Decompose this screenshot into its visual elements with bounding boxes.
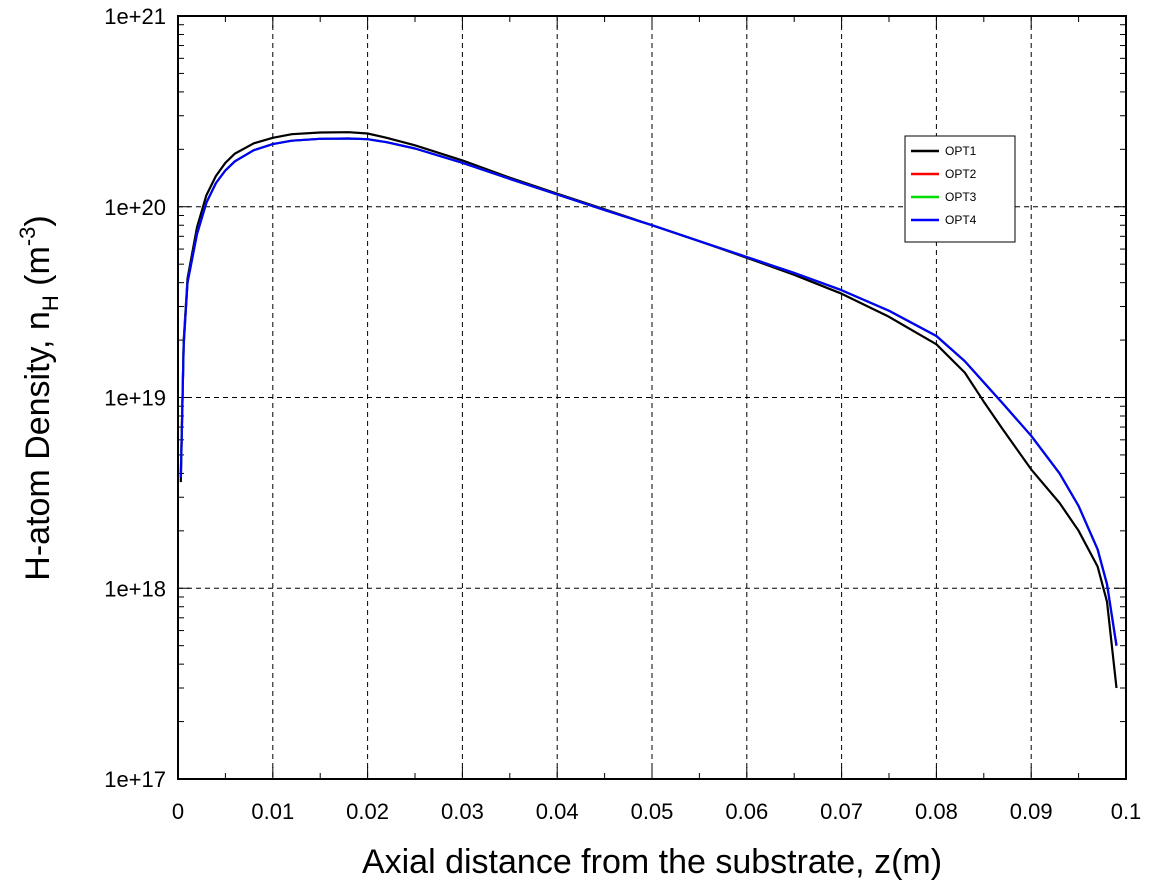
- y-axis-title-exponent: -3: [15, 227, 40, 247]
- y-tick-label: 1e+18: [104, 576, 166, 601]
- x-tick-label: 0.02: [346, 799, 389, 824]
- legend: OPT1 OPT2 OPT3 OPT4: [904, 135, 1016, 243]
- x-tick-label: 0.04: [536, 799, 579, 824]
- y-axis-title-unit-close: ): [19, 215, 57, 226]
- y-tick-label: 1e+20: [104, 195, 166, 220]
- x-tick-label: 0.05: [631, 799, 674, 824]
- x-tick-labels: 0 0.01 0.02 0.03 0.04 0.05 0.06 0.07 0.08 0.09 0.1: [172, 799, 1141, 824]
- legend-label-opt1: OPT1: [945, 144, 977, 158]
- y-axis-title-unit-open: (m: [19, 246, 57, 295]
- legend-label-opt4: OPT4: [945, 213, 977, 227]
- y-tick-labels: 1e+17 1e+18 1e+19 1e+20 1e+21: [104, 4, 166, 792]
- x-tick-label: 0.01: [251, 799, 294, 824]
- series-lines: [179, 131, 1118, 689]
- y-tick-label: 1e+19: [104, 386, 166, 411]
- y-tick-label: 1e+21: [104, 4, 166, 29]
- x-tick-label: 0.09: [1010, 799, 1053, 824]
- legend-label-opt3: OPT3: [945, 190, 977, 204]
- x-tick-label: 0.03: [441, 799, 484, 824]
- legend-box: [904, 135, 1016, 243]
- x-tick-label: 0: [172, 799, 184, 824]
- x-tick-label: 0.08: [915, 799, 958, 824]
- y-axis-title-main: H-atom Density, n: [19, 311, 57, 581]
- legend-label-opt2: OPT2: [945, 167, 977, 181]
- y-axis-title: H-atom Density, nH (m-3): [15, 215, 63, 580]
- y-axis-title-subscript: H: [38, 295, 63, 311]
- x-tick-label: 0.06: [725, 799, 768, 824]
- grid-lines: [178, 16, 1126, 779]
- x-tick-label: 0.07: [820, 799, 863, 824]
- x-axis-title: Axial distance from the substrate, z(m): [362, 843, 942, 881]
- x-tick-label: 0.1: [1111, 799, 1142, 824]
- plot-frame: [177, 15, 1127, 780]
- series-line-opt4: [179, 137, 1118, 646]
- legend-items: OPT1 OPT2 OPT3 OPT4: [911, 144, 977, 227]
- y-tick-label: 1e+17: [104, 767, 166, 792]
